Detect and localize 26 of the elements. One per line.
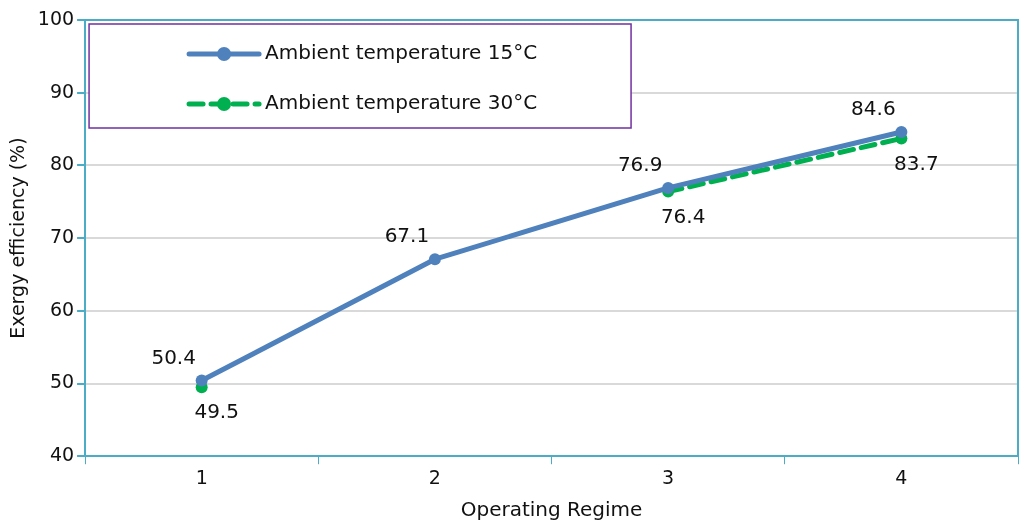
y-tick-label: 50: [49, 370, 75, 393]
x-tick-label: 3: [662, 465, 675, 488]
data-label: 76.4: [660, 203, 706, 228]
legend-label: Ambient temperature 30°C: [265, 90, 538, 115]
legend-label: Ambient temperature 15°C: [265, 40, 538, 65]
data-label: 50.4: [151, 344, 196, 369]
data-label: 83.7: [894, 150, 939, 175]
y-axis-title: Exergy efficiency (%): [6, 137, 29, 339]
data-label: 67.1: [384, 223, 430, 248]
y-tick-label: 60: [49, 297, 75, 320]
point: [428, 253, 441, 266]
point: [662, 181, 675, 194]
x-tick-label: 4: [895, 465, 908, 488]
point: [195, 374, 208, 387]
point: [895, 125, 908, 138]
y-tick-label: 40: [49, 443, 75, 466]
data-label: 49.5: [194, 399, 239, 424]
y-tick-label: 90: [49, 79, 75, 102]
x-tick-label: 2: [428, 465, 441, 488]
x-axis-title: Operating Regime: [460, 497, 643, 522]
y-tick-label: 80: [49, 152, 75, 175]
y-tick-label: 70: [49, 225, 75, 248]
data-label: 84.6: [851, 96, 896, 121]
y-tick-label: 100: [37, 6, 75, 29]
x-tick-label: 1: [195, 465, 208, 488]
data-label: 76.9: [617, 152, 663, 177]
